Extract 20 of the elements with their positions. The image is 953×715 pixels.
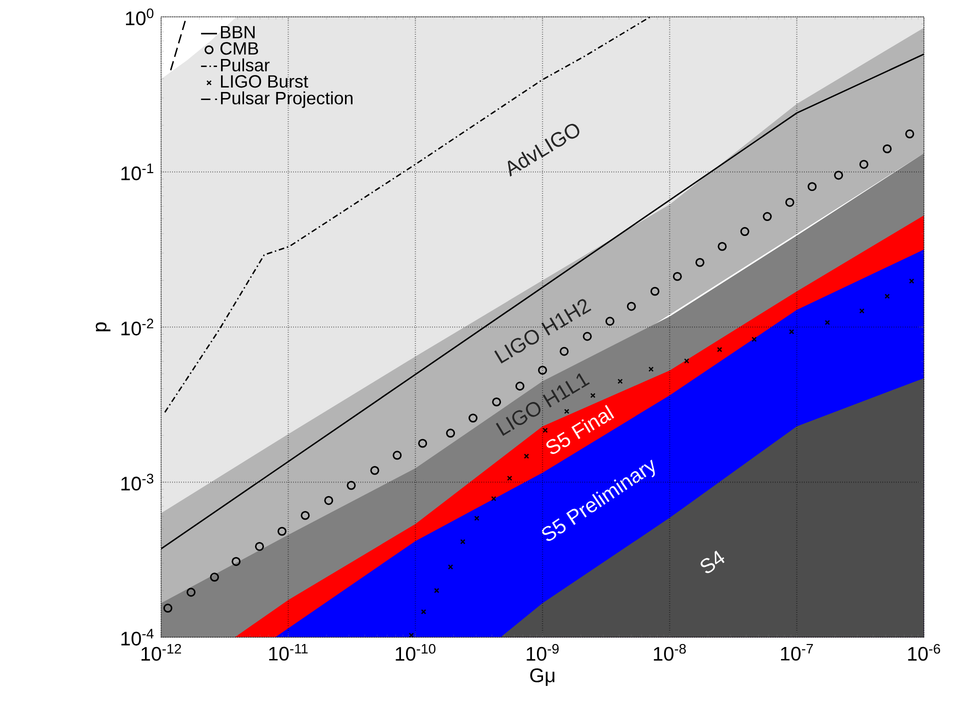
y-tick-label: 10$^{-1}$: [121, 164, 154, 180]
y-tick-label: 10$^{-2}$: [121, 318, 154, 336]
x-axis-title: Gμ: [530, 668, 554, 686]
y-tick-label: 10$^{-4}$: [121, 628, 154, 646]
legend-label: CMB: [220, 42, 258, 55]
x-tick-label: 10$^{-9}$: [526, 644, 559, 661]
x-tick-label: 10$^{-10}$: [396, 644, 436, 661]
y-axis-title: p: [96, 322, 110, 332]
x-tick-label: 10$^{-12}$: [142, 644, 182, 661]
x-tick-label: 10$^{-7}$: [781, 644, 813, 661]
x-tick-label: 10$^{-6}$: [908, 644, 940, 661]
y-tick-label: 10$^{0}$: [126, 8, 154, 26]
legend-label: Pulsar Projection: [221, 91, 352, 108]
x-tick-label: 10$^{-8}$: [654, 644, 686, 661]
series-label: S4: [700, 550, 724, 574]
y-tick-label: 10$^{-3}$: [121, 474, 154, 491]
legend-label: BBN: [221, 26, 255, 38]
x-tick-label: 10$^{-11}$: [269, 644, 308, 661]
legend-label: Pulsar: [221, 58, 270, 72]
legend-label: LIGO Burst: [221, 75, 308, 88]
